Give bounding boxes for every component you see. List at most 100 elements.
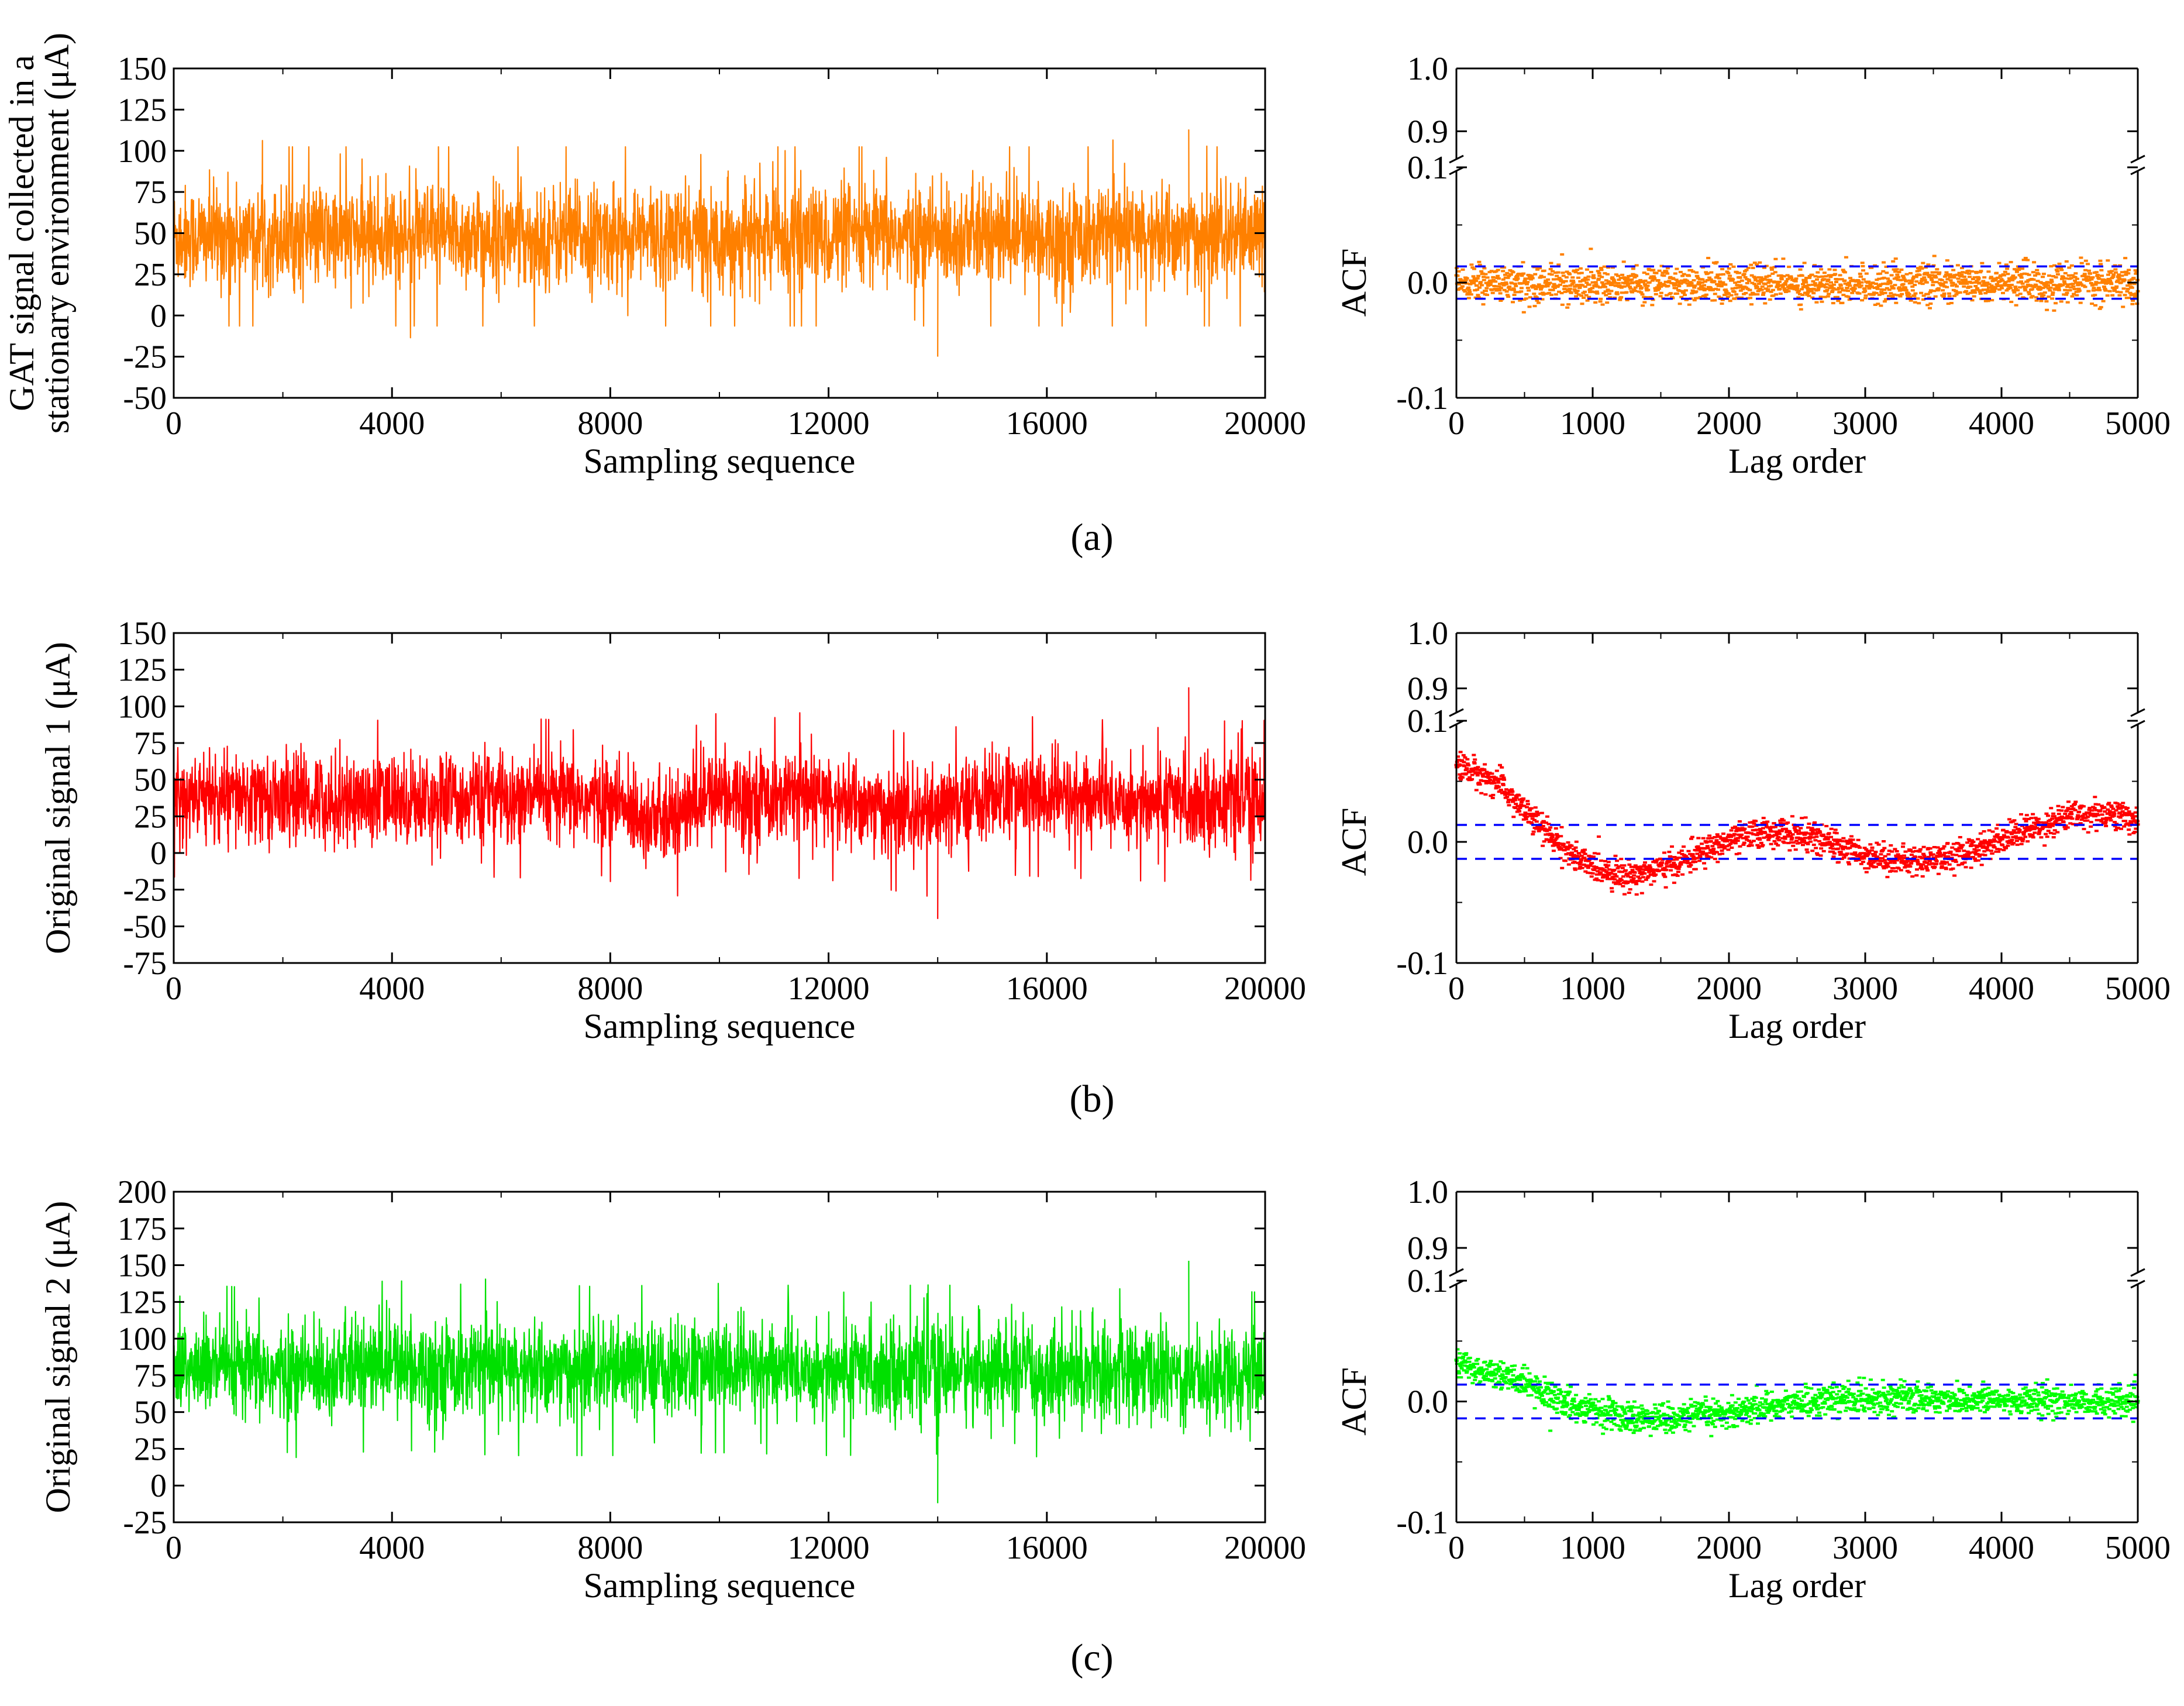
y-tick-label: -25	[123, 872, 167, 909]
x-tick-label: 12000	[788, 1530, 870, 1566]
x-axis-label: Sampling sequence	[584, 1007, 856, 1045]
y-tick-label: 100	[118, 133, 167, 170]
x-tick-label: 1000	[1560, 1530, 1625, 1566]
y-axis-label: ACF	[1335, 1367, 1373, 1436]
y-tick-label: 125	[118, 652, 167, 689]
panel-caption: (a)	[1070, 516, 1113, 559]
acf-points	[1454, 247, 2140, 314]
y-tick-label: 0.1	[1407, 150, 1448, 186]
y-tick-label: 75	[134, 725, 167, 762]
y-tick-label: -0.1	[1396, 380, 1448, 417]
signal-chart-a: 0 4000 8000 12000 16000 20000 -50 -25 0 25 50 75 100…	[2, 33, 1306, 480]
x-tick-label: 4000	[1969, 405, 2034, 442]
x-tick-label: 3000	[1832, 1530, 1898, 1566]
acf-points	[1454, 1348, 2140, 1437]
acf-scatter-points	[1454, 751, 2140, 896]
acf-scatter-points	[1454, 247, 2140, 314]
y-tick-label: 0.9	[1407, 671, 1448, 707]
x-tick-label: 4000	[359, 405, 425, 442]
acf-chart-a: 0 1000 2000 3000 4000 5000 -0.1 0.0 0.10.9 1.0 Lag…	[1335, 51, 2171, 480]
axis-break-mark	[2130, 154, 2145, 164]
y-tick-label: 0	[150, 1468, 167, 1504]
y-tick-label: 150	[118, 1248, 167, 1284]
x-tick-label: 0	[166, 405, 182, 442]
acf-chart-b: 0 1000 2000 3000 4000 5000 -0.1 0.0 0.10.9 1.0 Lag…	[1335, 615, 2171, 1045]
y-tick-label: 175	[118, 1211, 167, 1247]
y-axis-label: ACF	[1335, 249, 1373, 317]
x-axis-label: Sampling sequence	[584, 1566, 856, 1605]
x-tick-label: 16000	[1006, 1530, 1088, 1566]
signal-chart-c: 0 4000 8000 12000 16000 20000-250255075100125…	[39, 1174, 1306, 1605]
acf-chart-c: 0 1000 2000 3000 4000 5000 -0.1 0.0 0.10.9 1.0 Lag…	[1335, 1174, 2171, 1605]
x-tick-label: 20000	[1224, 405, 1306, 442]
x-tick-label: 4000	[1969, 1530, 2034, 1566]
y-tick-label: 0.9	[1407, 113, 1448, 150]
y-tick-label: 75	[134, 1358, 167, 1394]
x-tick-label: 2000	[1696, 405, 1762, 442]
acf-scatter-points	[1454, 1348, 2140, 1437]
y-tick-label: -50	[123, 909, 167, 945]
y-tick-label: -0.1	[1396, 945, 1448, 982]
x-tick-label: 0	[1448, 405, 1465, 442]
y-tick-label: 50	[134, 1395, 167, 1431]
y-tick-label: -25	[123, 1505, 167, 1541]
axis-break-mark	[1449, 708, 1464, 717]
x-tick-label: 20000	[1224, 1530, 1306, 1566]
y-tick-label: -50	[123, 380, 167, 417]
y-tick-label: 0.0	[1407, 824, 1448, 861]
x-tick-label: 0	[166, 971, 182, 1007]
y-tick-label: 1.0	[1407, 1174, 1448, 1210]
y-tick-label: 25	[134, 799, 167, 835]
y-tick-label: 125	[118, 1284, 167, 1320]
y-tick-label: 150	[118, 51, 167, 87]
y-axis-label: Original signal 2 (μA)	[39, 1201, 77, 1514]
y-tick-label: -0.1	[1396, 1505, 1448, 1541]
x-tick-label: 3000	[1832, 971, 1898, 1007]
y-tick-label: 100	[118, 689, 167, 725]
panel-caption: (b)	[1070, 1078, 1115, 1120]
axis-break-mark	[1449, 720, 1464, 729]
x-tick-label: 8000	[577, 405, 643, 442]
x-tick-label: 20000	[1224, 971, 1306, 1007]
axis-break-mark	[2130, 1280, 2145, 1289]
axis-break-mark	[1449, 154, 1464, 164]
y-tick-label: 0.0	[1407, 1384, 1448, 1420]
axis-break-mark	[2130, 708, 2145, 717]
x-tick-label: 3000	[1832, 405, 1898, 442]
acf-points	[1454, 751, 2140, 896]
x-tick-label: 0	[166, 1530, 182, 1566]
signal-series-line	[173, 687, 1266, 919]
axis-break-mark	[1449, 1280, 1464, 1289]
x-tick-label: 8000	[577, 971, 643, 1007]
x-tick-label: 0	[1448, 971, 1465, 1007]
axis-break-mark	[2130, 720, 2145, 729]
y-tick-label: 200	[118, 1174, 167, 1210]
x-tick-label: 5000	[2105, 1530, 2171, 1566]
x-tick-label: 16000	[1006, 971, 1088, 1007]
x-axis-label: Lag order	[1728, 442, 1866, 480]
x-tick-label: 2000	[1696, 971, 1762, 1007]
signal-chart-b: 0 4000 8000 12000 16000 20000-75-50-250255075…	[39, 615, 1306, 1045]
y-axis-label: stationary environment (μA)	[37, 33, 76, 434]
x-tick-label: 4000	[359, 971, 425, 1007]
y-tick-label: 0.1	[1407, 703, 1448, 740]
y-tick-label: -25	[123, 339, 167, 376]
x-tick-label: 16000	[1006, 405, 1088, 442]
x-tick-label: 4000	[359, 1530, 425, 1566]
x-tick-label: 8000	[577, 1530, 643, 1566]
axis-break-mark	[1449, 166, 1464, 176]
y-tick-label: 25	[134, 257, 167, 293]
y-tick-label: 75	[134, 174, 167, 211]
y-tick-label: 0.0	[1407, 265, 1448, 301]
y-tick-label: 50	[134, 762, 167, 799]
y-tick-label: -75	[123, 945, 167, 982]
signal-series-line	[173, 1260, 1266, 1504]
y-tick-label: 150	[118, 615, 167, 652]
axis-break-mark	[2130, 1268, 2145, 1277]
x-tick-label: 12000	[788, 405, 870, 442]
y-tick-label: 0	[150, 298, 167, 334]
y-tick-label: 1.0	[1407, 615, 1448, 652]
x-axis-label: Lag order	[1728, 1566, 1866, 1605]
axis-break-mark	[1449, 1268, 1464, 1277]
